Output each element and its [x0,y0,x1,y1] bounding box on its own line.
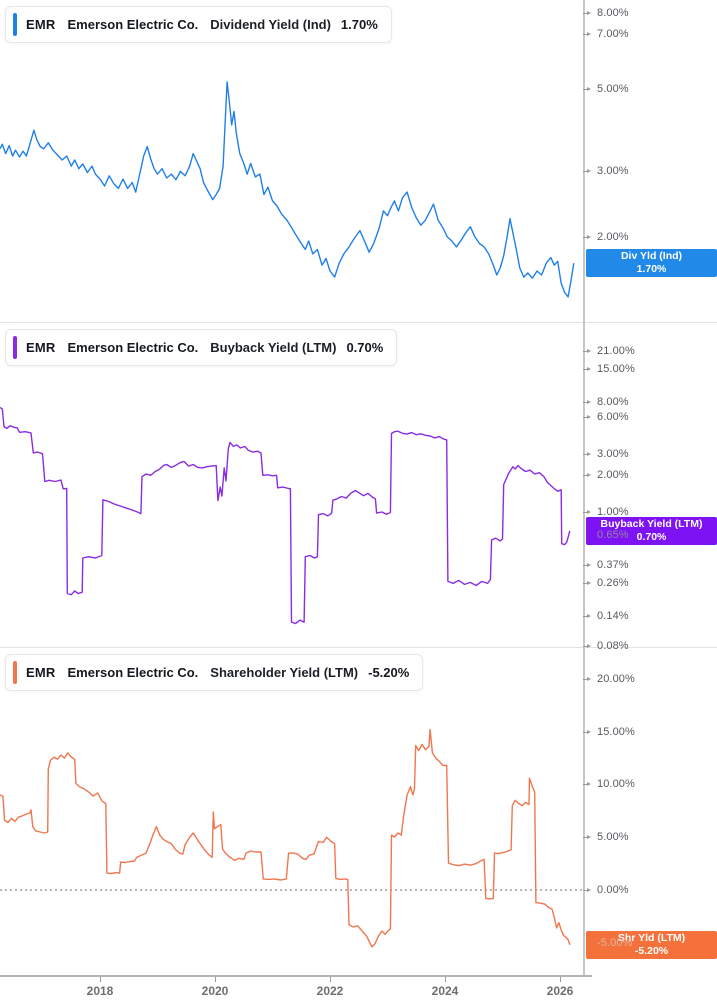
chart-header-shareholder-yield[interactable]: EMR Emerson Electric Co. Shareholder Yie… [5,654,424,691]
y-axis-tick: 8.00% [583,396,629,408]
chart-header-buyback-yield[interactable]: EMR Emerson Electric Co. Buyback Yield (… [5,329,398,366]
x-axis-tick [445,977,446,982]
company-name: Emerson Electric Co. [67,340,199,355]
y-axis-tick: 8.00% [583,7,629,19]
x-axis-tick [560,977,561,982]
y-axis-tick: 7.00% [583,28,629,40]
ticker-symbol: EMR [26,340,56,355]
last-value-badge: Shr Yld (LTM) -5.20% [586,931,717,959]
y-axis-tick: 3.00% [583,448,629,460]
last-value-badge: Buyback Yield (LTM) 0.70% [586,517,717,545]
y-axis-labels: Shr Yld (LTM) -5.20% 20.00% 15.00% 10.00% 5… [583,648,717,975]
y-axis-divider-line [583,0,585,975]
buyback-yield-line-chart[interactable] [0,323,583,648]
y-axis-labels: Buyback Yield (LTM) 0.70% 21.00% 15.00% 8.… [583,323,717,652]
y-axis-tick: -5.00% [597,937,633,949]
chart-pane-dividend-yield: EMR Emerson Electric Co. Dividend Yield … [0,0,717,323]
metric-value: -5.20% [368,665,410,680]
y-axis-tick: 15.00% [583,363,635,375]
metric-name: Buyback Yield (LTM) [210,340,337,355]
ticker-symbol: EMR [26,665,56,680]
y-axis-tick: 1.00% [583,506,629,518]
y-axis-tick: 21.00% [583,345,635,357]
series-line[interactable] [0,81,575,298]
x-axis-year-label: 2018 [86,984,114,998]
time-axis[interactable]: 2018 2020 2022 2024 2026 [0,975,717,1005]
metric-name: Dividend Yield (Ind) [210,17,331,32]
company-name: Emerson Electric Co. [67,17,199,32]
metric-name: Shareholder Yield (LTM) [210,665,359,680]
y-axis-tick: 15.00% [583,726,635,738]
y-axis-labels: Div Yld (Ind) 1.70% 8.00% 7.00% 5.00% 3.00%… [583,0,717,322]
x-axis-year-label: 2022 [316,984,344,998]
y-axis-tick: 5.00% [583,831,629,843]
x-axis-year-label: 2020 [201,984,229,998]
series-color-bar [13,13,17,36]
metric-value: 0.70% [346,340,384,355]
shareholder-yield-line-chart[interactable] [0,648,583,975]
y-axis-tick: 0.65% [597,529,629,541]
y-axis-tick: 3.00% [583,165,629,177]
y-axis-tick: 20.00% [583,673,635,685]
chart-pane-buyback-yield: EMR Emerson Electric Co. Buyback Yield (… [0,323,717,652]
series-line[interactable] [0,406,571,625]
x-axis-tick [330,977,331,982]
y-axis-tick: 2.00% [583,231,629,243]
y-axis-tick: 6.00% [583,411,629,423]
company-name: Emerson Electric Co. [67,665,199,680]
time-axis-line [0,975,592,977]
x-axis-tick [100,977,101,982]
y-axis-tick: 2.00% [583,469,629,481]
chart-pane-shareholder-yield: EMR Emerson Electric Co. Shareholder Yie… [0,648,717,975]
y-axis-tick: 0.37% [583,559,629,571]
chart-header-dividend-yield[interactable]: EMR Emerson Electric Co. Dividend Yield … [5,6,392,43]
series-color-bar [13,336,17,359]
ticker-symbol: EMR [26,17,56,32]
metric-value: 1.70% [340,17,378,32]
y-axis-tick: 0.08% [583,640,629,652]
last-value-badge: Div Yld (Ind) 1.70% [586,249,717,277]
series-color-bar [13,661,17,684]
y-axis-tick: 10.00% [583,778,635,790]
dividend-yield-line-chart[interactable] [0,0,583,323]
x-axis-year-label: 2024 [431,984,459,998]
y-axis-tick: 5.00% [583,83,629,95]
y-axis-tick: 0.14% [583,610,629,622]
x-axis-year-label: 2026 [546,984,574,998]
series-line[interactable] [0,728,571,948]
x-axis-tick [215,977,216,982]
y-axis-tick: 0.26% [583,577,629,589]
y-axis-tick: 0.00% [583,884,629,896]
